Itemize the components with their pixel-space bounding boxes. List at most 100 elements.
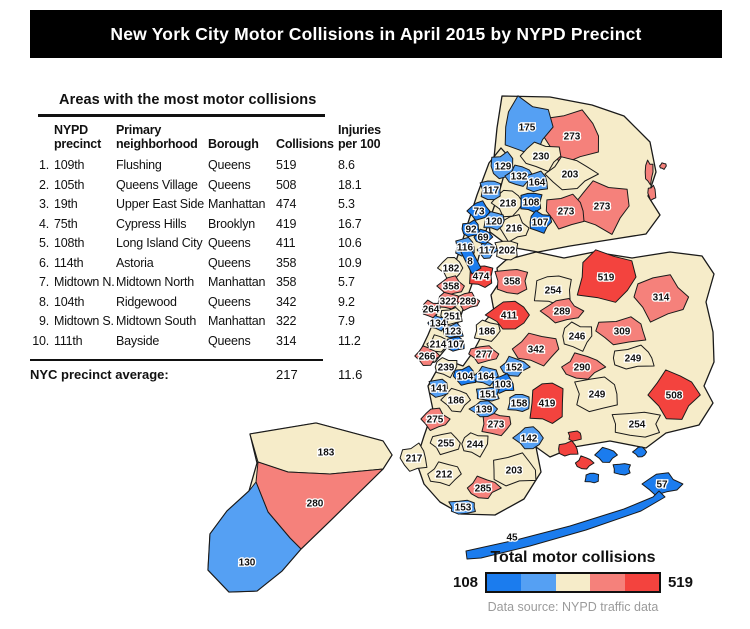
map-region (461, 432, 489, 458)
map-region-label: 249 (589, 390, 606, 401)
map-region (465, 490, 666, 560)
map-region (526, 170, 548, 193)
table-row: 6. 114th Astoria Queens 358 10.9 (30, 254, 384, 274)
table-row: 9. Midtown S. Midtown South Manhattan 322 7.9 (30, 312, 384, 332)
map-region (427, 315, 448, 332)
map-region-label: 217 (406, 454, 423, 465)
map-region-label: 254 (629, 420, 646, 431)
map-region-label: 141 (431, 384, 448, 395)
map-region (466, 475, 502, 499)
map-region (468, 345, 500, 364)
table-cell-precinct: 114th (54, 255, 84, 270)
map-region-label: 273 (558, 207, 575, 218)
table-cell-injuries: 18.1 (338, 177, 362, 192)
table-cell-precinct: 19th (54, 197, 78, 211)
col-header-neighborhood: Primary neighborhood (116, 123, 198, 151)
col-header-precinct: NYPD precinct (54, 123, 102, 151)
table-cell-rank: 2. (38, 177, 49, 192)
map-region (484, 300, 530, 330)
table-cell-borough: Queens (208, 177, 251, 192)
map-region-label: 69 (477, 233, 489, 244)
table-row: 5. 108th Long Island City Queens 411 10.6 (30, 234, 384, 254)
map-region (468, 400, 498, 418)
map-region-label: 273 (564, 132, 581, 143)
table-cell-neighborhood: Cypress Hills (116, 216, 187, 231)
map-region-label: 139 (476, 405, 493, 416)
map-region-label: 212 (436, 470, 453, 481)
map-region-label: 358 (443, 282, 460, 293)
map-region-label: 275 (427, 415, 444, 426)
map-region-label: 314 (653, 293, 670, 304)
data-source-note: Data source: NYPD traffic data (487, 600, 659, 614)
table-heading: Areas with the most motor collisions (59, 92, 317, 108)
map-region (427, 461, 462, 487)
map-region-label: 164 (529, 178, 546, 189)
footer-injuries-value: 11.6 (338, 367, 363, 382)
map-region-label: 134 (430, 319, 447, 330)
map-region (539, 298, 585, 324)
map-region-label: 244 (467, 440, 484, 451)
map-region-label: 285 (475, 484, 492, 495)
table-cell-borough: Queens (208, 333, 251, 348)
map-region-label: 246 (569, 332, 586, 343)
map-region-label: 358 (504, 277, 521, 288)
table-row: 4. 75th Cypress Hills Brooklyn 419 16.7 (30, 215, 384, 235)
map-region-label: 183 (318, 448, 335, 459)
map-region-label: 474 (473, 272, 490, 283)
table-cell-injuries: 10.9 (338, 255, 362, 270)
table-cell-collisions: 411 (276, 236, 296, 250)
table-cell-injuries: 11.2 (338, 333, 361, 348)
table-cell-rank: 6. (38, 255, 49, 270)
table-cell-collisions: 314 (276, 333, 297, 348)
collision-table-body: 1. 109th Flushing Queens 519 8.6 2. 105th Queens… (30, 156, 384, 351)
map-region (429, 432, 461, 456)
col-header-injuries: Injuries per 100 (338, 123, 381, 151)
map-island (647, 184, 657, 201)
table-cell-borough: Queens (208, 294, 251, 309)
col-header-borough: Borough (208, 137, 259, 151)
table-cell-neighborhood: Ridgewood (116, 294, 177, 309)
map-region-label: 277 (476, 350, 493, 361)
table-row: 2. 105th Queens Village Queens 508 18.1 (30, 176, 384, 196)
map-region (428, 378, 449, 398)
table-cell-borough: Brooklyn (208, 216, 256, 231)
table-cell-neighborhood: Midtown North (116, 275, 194, 289)
map-region (466, 200, 491, 221)
legend-swatch (487, 574, 522, 591)
map-region-label: 142 (521, 434, 538, 445)
map-region (494, 269, 529, 295)
map-region-label: 230 (533, 152, 550, 163)
map-region-label: 289 (554, 307, 571, 318)
map-region (476, 240, 499, 259)
table-cell-precinct: Midtown N. (54, 275, 115, 289)
map-region-label: 266 (419, 352, 436, 363)
map-region (447, 336, 465, 352)
table-row: 7. Midtown N. Midtown North Manhattan 358 5.7 (30, 273, 384, 293)
top-collisions-table: Areas with the most motor collisions NYP… (30, 92, 384, 385)
map-region-label: 255 (438, 439, 455, 450)
map-region-label: 8 (467, 257, 473, 268)
table-cell-injuries: 5.3 (338, 197, 355, 211)
map-region (420, 407, 451, 431)
legend-swatch (590, 574, 625, 591)
map-region-label: 218 (500, 199, 517, 210)
table-cell-collisions: 358 (276, 255, 297, 270)
table-cell-injuries: 10.6 (338, 236, 362, 250)
map-region-label: 117 (483, 186, 500, 197)
legend-swatch (624, 574, 659, 591)
map-region (475, 386, 500, 402)
map-region-label: 249 (625, 354, 642, 365)
map-region-label: 73 (473, 207, 485, 218)
map-island (659, 162, 667, 170)
page-title: New York City Motor Collisions in April … (110, 23, 642, 44)
table-cell-injuries: 5.7 (338, 275, 355, 289)
map-region (507, 394, 530, 412)
table-row: 10. 111th Bayside Queens 314 11.2 (30, 332, 384, 352)
map-legend: Total motor collisions 108 519 Data sour… (453, 549, 693, 614)
table-cell-rank: 10. (32, 333, 49, 348)
map-region-label: 108 (523, 198, 540, 209)
map-island (644, 159, 654, 186)
col-header-rank (30, 151, 54, 154)
map-region (576, 249, 637, 303)
